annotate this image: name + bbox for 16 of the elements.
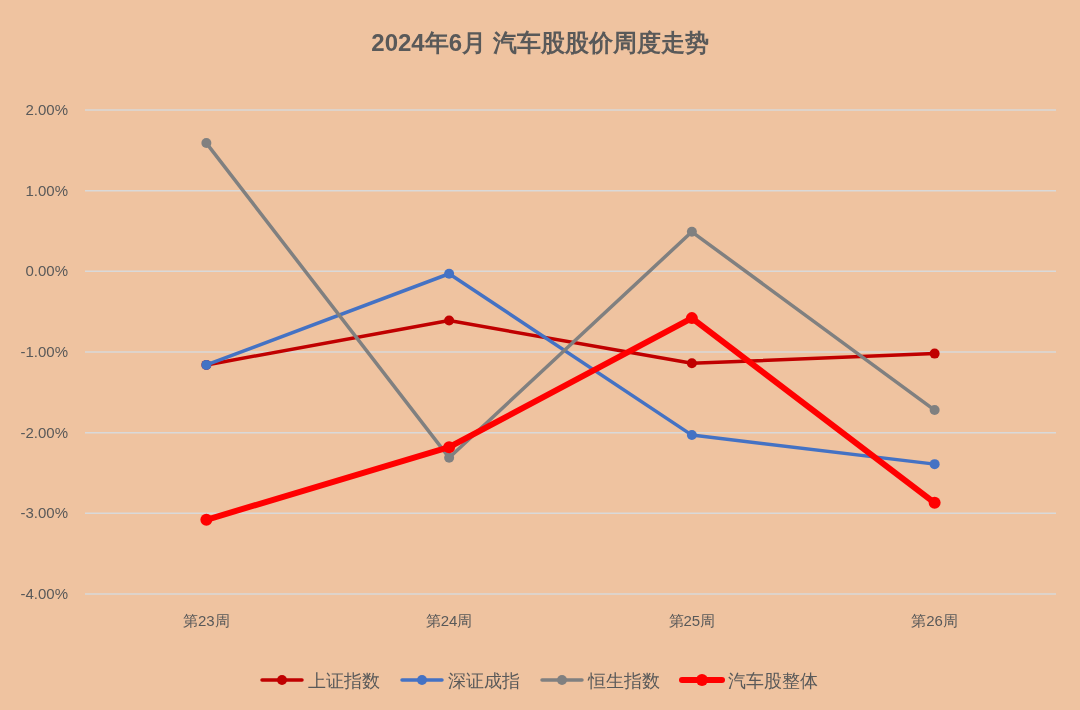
legend-label: 深证成指	[448, 670, 520, 691]
ytick: 1.00%	[25, 181, 68, 199]
title: 2024年6月 汽车股股价周度走势	[371, 29, 709, 56]
legend-label: 上证指数	[308, 670, 380, 691]
xtick: 第24周	[425, 612, 473, 629]
ytick: -2.00%	[20, 423, 68, 441]
ytick: -3.00%	[20, 504, 68, 522]
ytick: 0.00%	[25, 262, 68, 280]
ytick: -1.00%	[20, 343, 68, 360]
xtick: 第25周	[668, 612, 716, 629]
xtick: 第23周	[183, 612, 230, 629]
ytick: -4.00%	[20, 585, 68, 602]
legend-label: 汽车股整体	[728, 670, 818, 691]
legend-label: 恒生指数	[587, 670, 660, 691]
ytick: 2.00%	[25, 101, 68, 118]
xtick: 第26周	[911, 612, 958, 629]
